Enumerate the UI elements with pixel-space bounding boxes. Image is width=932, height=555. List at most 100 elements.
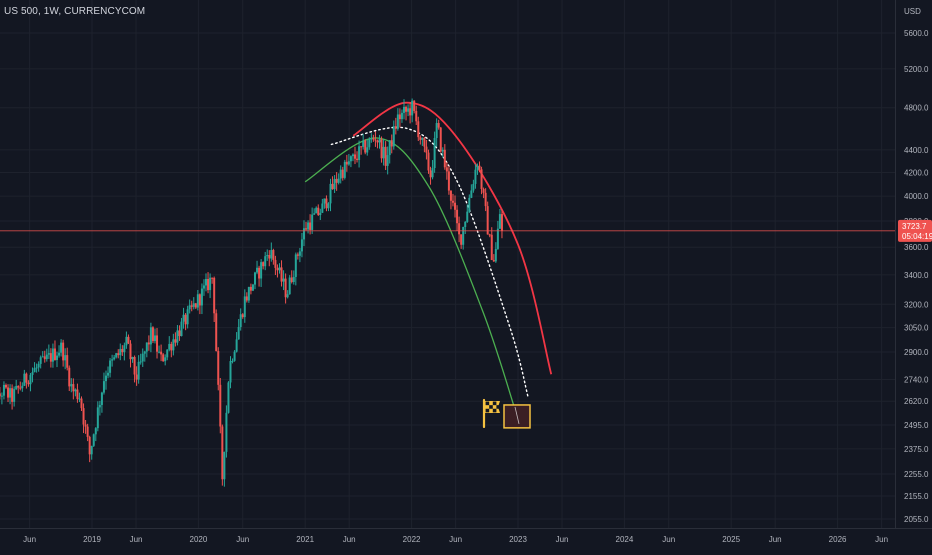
candle-body [466,211,469,222]
candle-body [137,361,140,380]
candle-body [215,313,218,352]
arc-drawings[interactable] [304,101,553,413]
candle-body [390,140,393,147]
candle-body [384,146,387,166]
candle-body [364,140,367,153]
candle-body [153,335,156,342]
candle-body [9,388,12,398]
candle [160,344,163,362]
candle-body [311,214,314,230]
time-tick-label: 2022 [403,535,421,544]
candle [321,198,324,213]
candle-body [272,250,275,260]
candle [251,283,254,292]
candle [164,354,167,366]
target-pointer [514,406,520,424]
candle-body [188,305,191,310]
candle [460,234,463,249]
candle-body [117,353,120,356]
checkered-flag-icon[interactable] [482,398,500,429]
candle [305,221,308,231]
candle [317,204,320,216]
candle-body [129,343,132,360]
candle-body [370,138,373,140]
candle-body [431,168,434,178]
price-axis[interactable]: USD 2055.0 2155.0 2255.0 2375.0 2495.0 2620.0… [904,7,929,524]
price-tick-label: 2375.0 [904,445,929,454]
candle [88,435,91,463]
candle [488,233,491,238]
candle [449,190,452,210]
candle [394,117,397,135]
candle-body [429,170,432,178]
candle-body [488,234,491,236]
candle [74,388,77,397]
candle [445,162,448,180]
candle-body [415,110,418,122]
candle [466,204,469,223]
candle [268,250,271,267]
time-axis[interactable]: Jun 2019 Jun 2020 Jun 2021 Jun 2022 Jun 2023 Jun 20… [23,535,888,544]
candle-body [398,114,401,120]
candle-body [41,356,44,358]
candle [486,201,489,235]
candle [194,302,197,309]
candle-body [127,336,130,344]
arc-outer[interactable] [352,101,553,375]
candle-body [358,146,361,160]
candle-body [345,161,348,165]
candle-body [478,165,481,170]
candle [233,350,236,362]
candle-body [225,412,228,452]
candle [368,137,371,150]
price-tick-label: 4400.0 [904,146,929,155]
candle [11,384,14,410]
grid [0,0,895,528]
time-tick-label: 2020 [190,535,208,544]
candle-body [133,356,136,375]
candle-body [409,108,412,116]
candle [400,109,403,123]
candle [141,348,144,367]
candle-body [300,239,303,252]
candle-body [141,353,144,362]
candle-body [27,382,30,385]
candle-body [72,384,75,392]
candle-body [476,165,479,170]
candle-body [264,256,267,267]
candle [121,345,124,356]
arc-inner[interactable] [304,137,517,413]
candle-body [496,228,499,249]
candle-body [362,140,365,147]
candle [205,273,208,292]
candle [311,207,314,234]
candle [217,347,220,391]
candle-body [182,314,185,322]
candle-body [76,389,79,399]
candle [62,339,65,367]
candle [215,309,218,352]
candle-body [468,197,471,212]
candle [462,226,465,250]
symbol-title[interactable]: US 500, 1W, CURRENCYCOM [4,6,146,17]
candle-body [386,155,389,166]
candle-body [239,314,242,327]
candle [123,342,126,361]
candle-body [494,248,497,262]
candle-body [113,357,116,360]
candle-body [325,198,328,209]
candle [211,277,214,284]
candle-body [131,356,134,360]
candle [358,140,361,168]
candle [107,366,110,379]
candle-body [100,392,103,405]
candle [92,433,95,447]
last-price-label: 3723.7 05:04:19 [898,219,932,242]
arc-dotted[interactable] [330,126,529,399]
candle-body [180,321,183,337]
price-tick-label: 5600.0 [904,29,929,38]
candle [64,348,67,370]
target-marker[interactable] [482,398,531,429]
